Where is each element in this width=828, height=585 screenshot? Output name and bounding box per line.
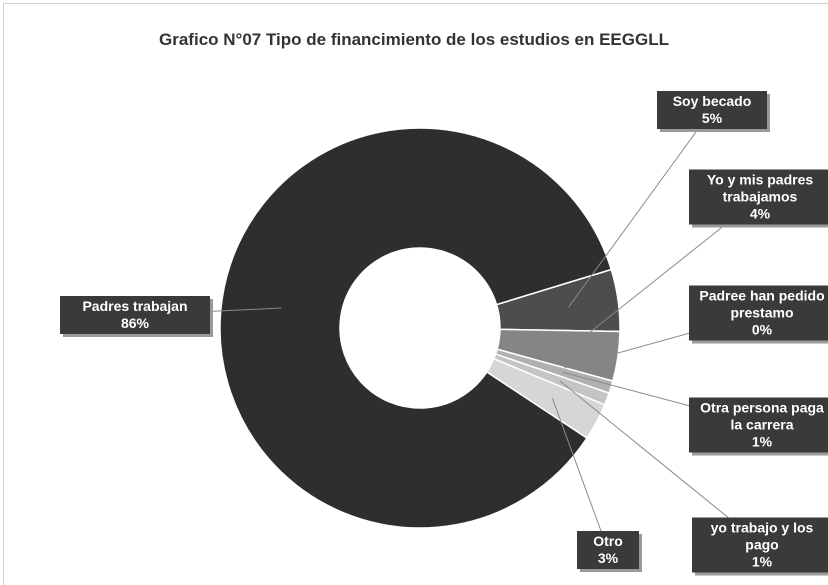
label-name: Otro	[593, 533, 623, 549]
data-label: Otra persona paga la carrera 1%	[689, 397, 828, 453]
data-label: Padres trabajan 86%	[60, 296, 210, 334]
label-name: Padres trabajan	[82, 298, 188, 314]
leader-line	[568, 109, 713, 308]
label-name: yo trabajo y los pago	[710, 519, 814, 553]
label-name: Otra persona paga la carrera	[700, 399, 824, 433]
donut-slice	[219, 127, 613, 529]
label-name: Yo y mis padres trabajamos	[706, 171, 814, 205]
label-value: 86%	[120, 315, 150, 331]
data-label: Soy becado 5%	[657, 91, 767, 129]
label-value: 0%	[751, 321, 773, 338]
data-label: Otro 3%	[577, 531, 639, 569]
label-name: Padree han pedido prestamo	[699, 287, 825, 321]
label-value: 3%	[597, 550, 619, 566]
data-label: Padree han pedido prestamo 0%	[689, 285, 828, 341]
chart-title: Grafico N°07 Tipo de financimiento de lo…	[159, 30, 669, 49]
label-value: 4%	[749, 205, 771, 222]
label-value: 1%	[751, 553, 773, 570]
label-value: 1%	[751, 433, 773, 450]
chart-border	[3, 3, 828, 585]
label-value: 5%	[701, 110, 723, 126]
label-name: Soy becado	[672, 93, 752, 109]
data-label: yo trabajo y los pago 1%	[692, 517, 828, 573]
leader-line	[551, 398, 609, 551]
data-label: Yo y mis padres trabajamos 4%	[689, 169, 828, 225]
